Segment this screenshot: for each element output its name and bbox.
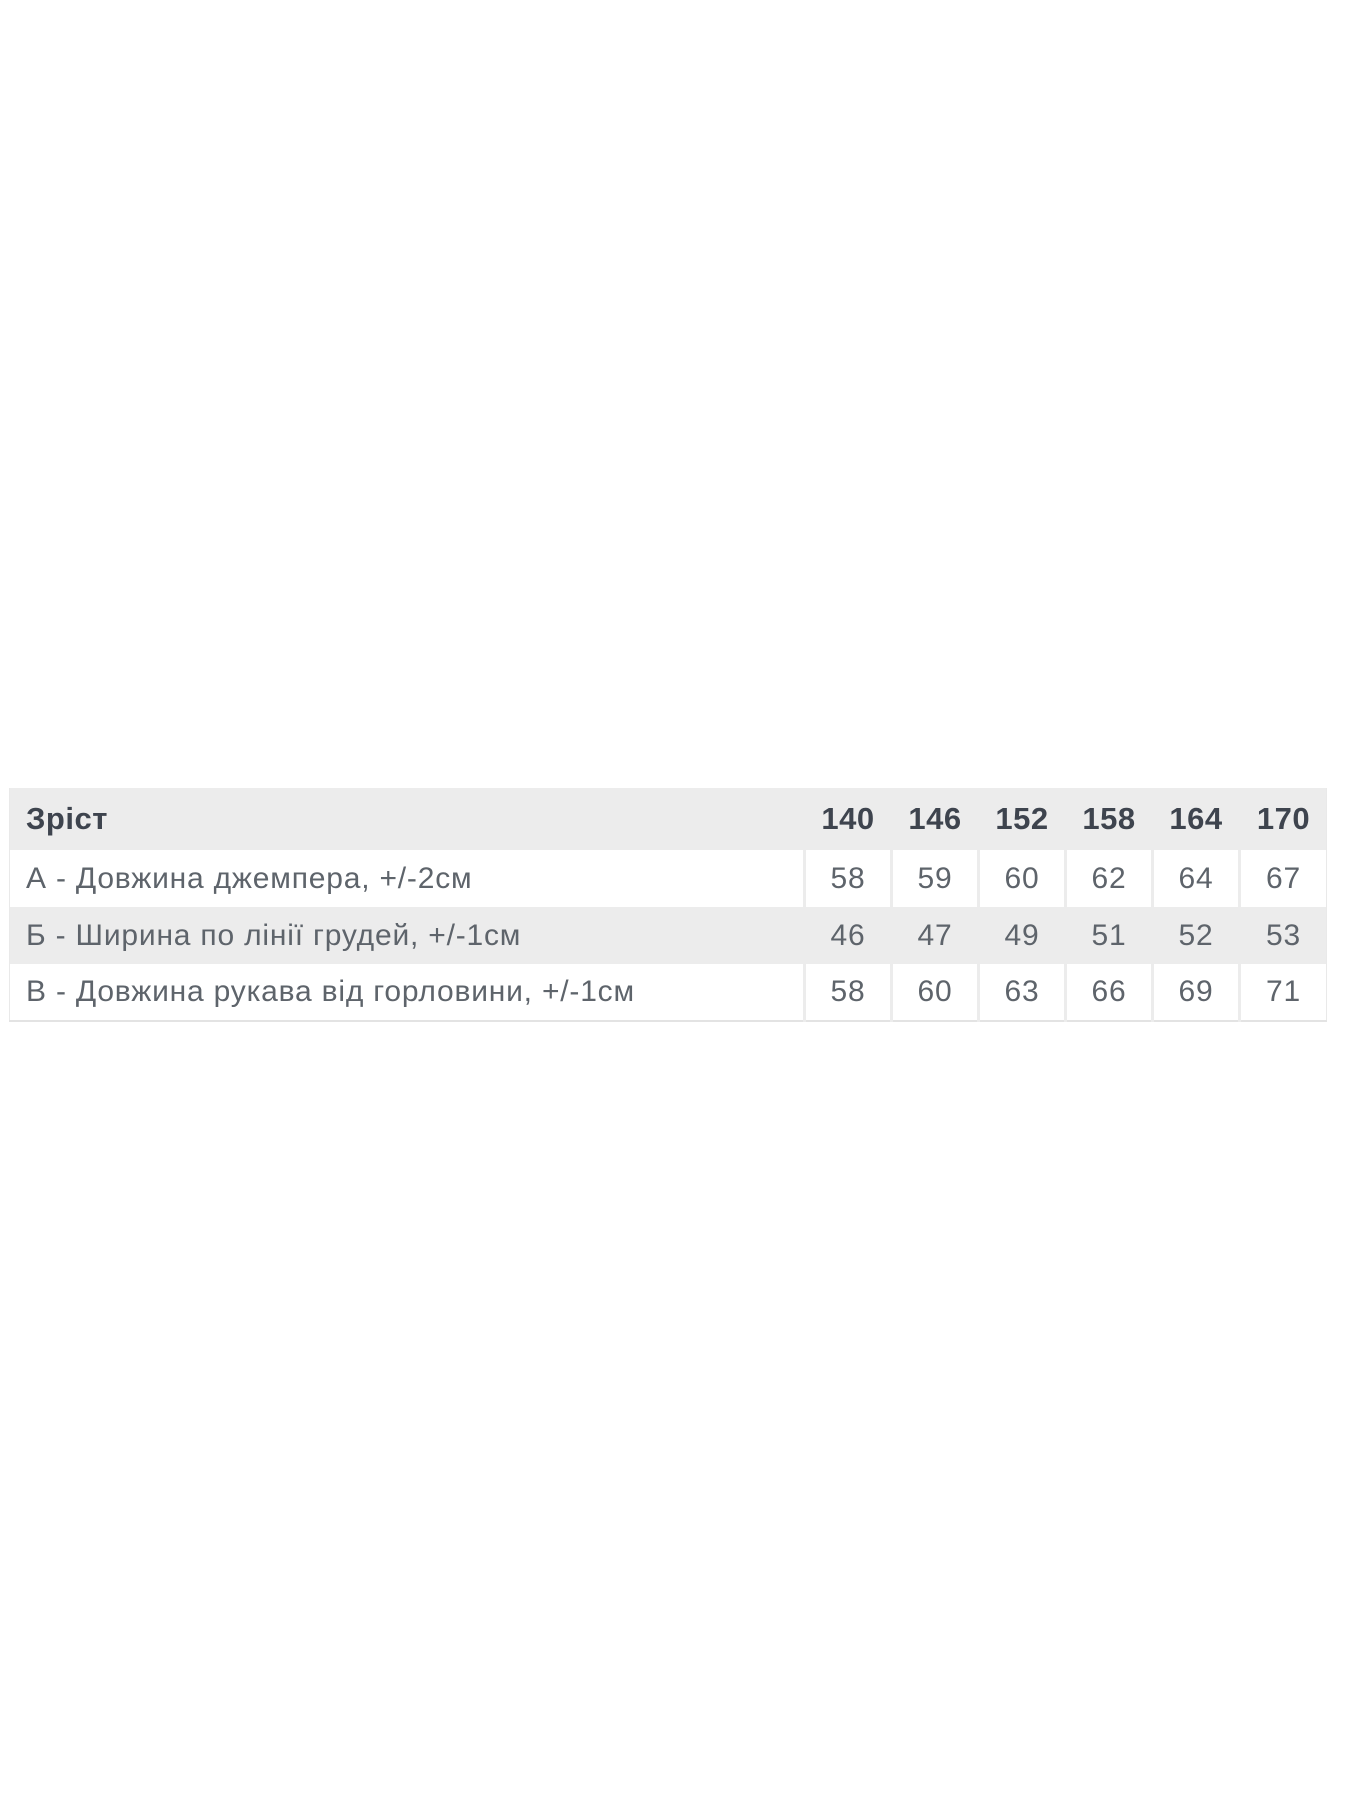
- measurement-value: 58: [803, 964, 892, 1021]
- measurement-value: 60: [977, 850, 1066, 907]
- header-size-170: 170: [1238, 788, 1327, 850]
- header-size-158: 158: [1064, 788, 1153, 850]
- measurement-row-a: А - Довжина джемпера, +/-2см 58 59 60 62…: [10, 850, 1327, 907]
- measurement-value: 58: [803, 850, 892, 907]
- measurement-value: 63: [977, 964, 1066, 1021]
- measurement-value: 53: [1238, 907, 1327, 964]
- measurement-row-v: В - Довжина рукава від горловини, +/-1см…: [10, 964, 1327, 1021]
- measurement-value: 71: [1238, 964, 1327, 1021]
- measurement-value: 52: [1151, 907, 1240, 964]
- size-chart-header-row: Зріст 140 146 152 158 164 170: [9, 788, 1327, 850]
- measurement-value: 67: [1238, 850, 1327, 907]
- measurement-value: 46: [803, 907, 892, 964]
- header-metric-label: Зріст: [26, 801, 108, 836]
- header-size-164: 164: [1151, 788, 1240, 850]
- measurement-label: В - Довжина рукава від горловини, +/-1см: [26, 975, 635, 1008]
- header-size-140: 140: [803, 788, 892, 850]
- measurement-value: 62: [1064, 850, 1153, 907]
- measurement-row-b: Б - Ширина по лінії грудей, +/-1см 46 47…: [9, 907, 1327, 964]
- measurement-label: Б - Ширина по лінії грудей, +/-1см: [26, 918, 522, 952]
- measurement-value: 64: [1151, 850, 1240, 907]
- measurement-value: 49: [977, 907, 1066, 964]
- header-size-146: 146: [890, 788, 979, 850]
- measurement-label: А - Довжина джемпера, +/-2см: [26, 861, 473, 895]
- measurement-value: 59: [890, 850, 979, 907]
- header-size-152: 152: [977, 788, 1066, 850]
- size-chart: Зріст 140 146 152 158 164 170 А - Довжин…: [9, 788, 1327, 1022]
- size-chart-table: Зріст 140 146 152 158 164 170 А - Довжин…: [9, 788, 1327, 1022]
- measurement-value: 51: [1064, 907, 1153, 964]
- measurement-value: 47: [890, 907, 979, 964]
- measurement-value: 69: [1151, 964, 1240, 1021]
- measurement-value: 60: [890, 964, 979, 1021]
- measurement-value: 66: [1064, 964, 1153, 1021]
